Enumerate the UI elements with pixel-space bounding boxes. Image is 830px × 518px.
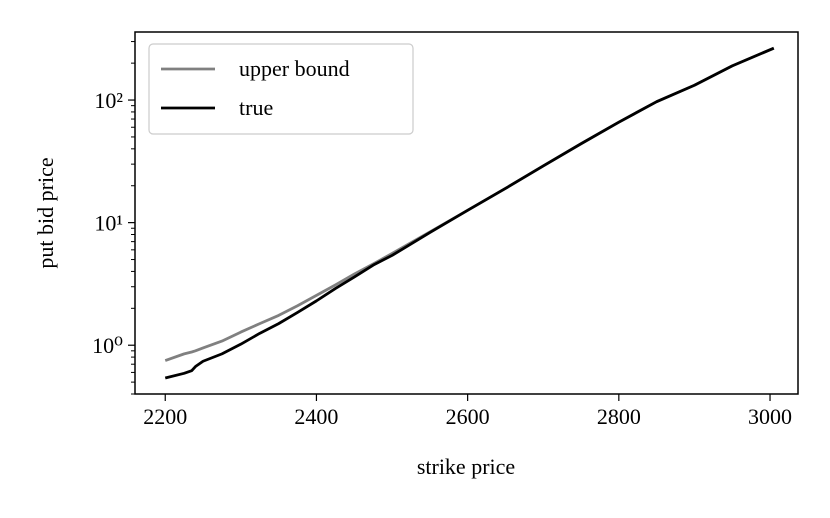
y-tick-label: 10²	[94, 88, 123, 113]
line-series	[164, 46, 775, 380]
y-axis-label: put bid price	[33, 157, 58, 268]
x-tick-label: 2400	[294, 404, 338, 429]
x-axis-label: strike price	[417, 454, 515, 479]
x-tick-label: 2800	[597, 404, 641, 429]
legend-label: upper bound	[239, 56, 350, 81]
x-tick-label: 2200	[143, 404, 187, 429]
y-tick-label: 10¹	[94, 211, 123, 236]
y-tick-label: 10⁰	[92, 333, 123, 358]
legend-box	[148, 43, 414, 135]
axes-frame	[134, 31, 799, 395]
x-tick-label: 3000	[748, 404, 792, 429]
x-tick-label: 2600	[446, 404, 490, 429]
legend-label: true	[239, 95, 273, 120]
